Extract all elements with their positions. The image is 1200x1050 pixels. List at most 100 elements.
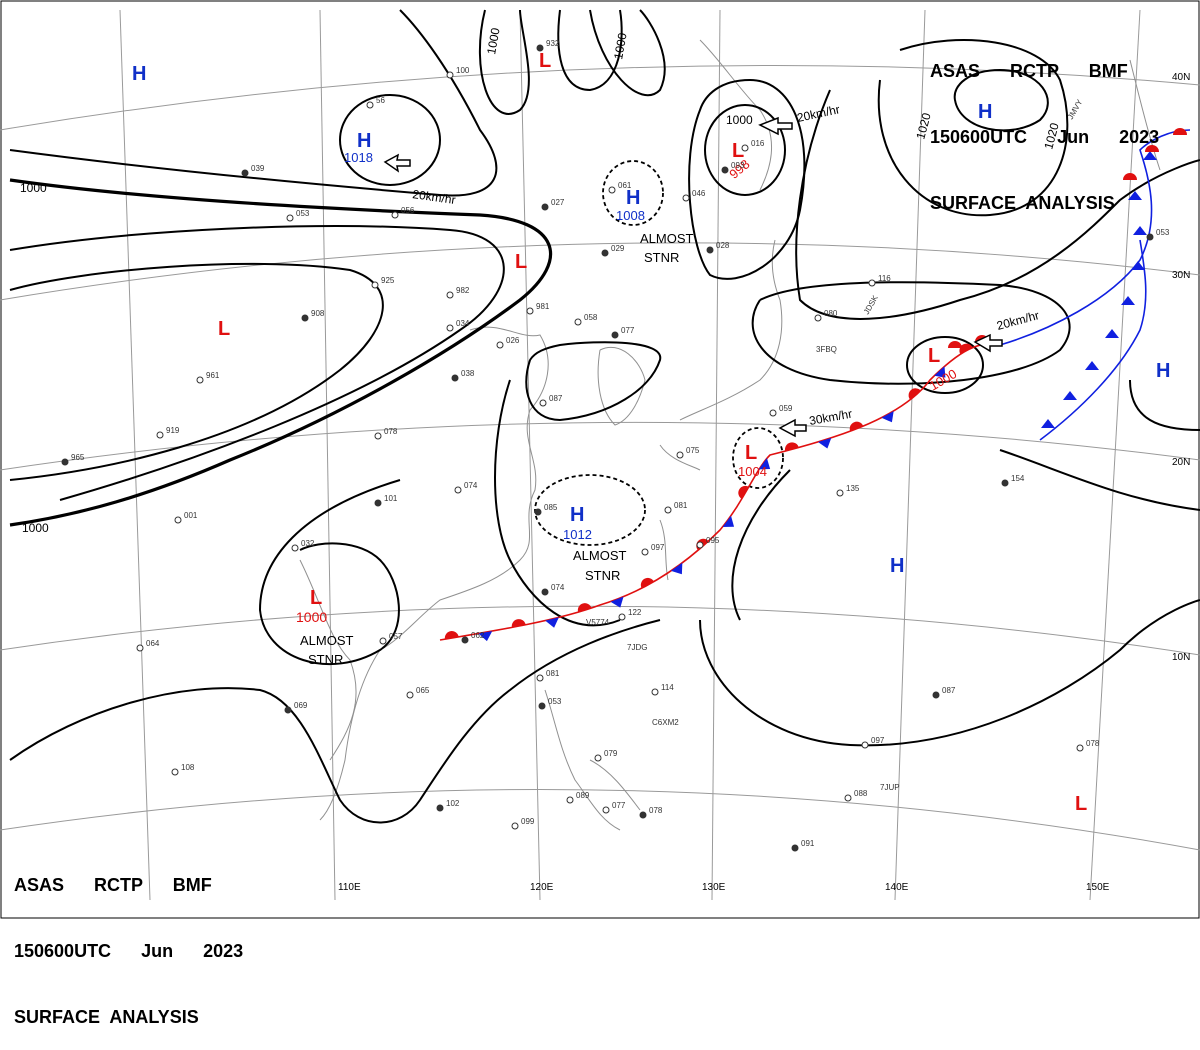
dashed-ring-1008 <box>602 160 664 226</box>
station-circle <box>932 691 940 699</box>
station-pressure: 154 <box>1011 474 1025 483</box>
station-plot: 101 <box>374 494 398 507</box>
isobar-korea <box>525 341 662 422</box>
station-plot: 077 <box>611 326 635 339</box>
station-plot: 080 <box>814 309 838 322</box>
kamchatka-coast <box>1129 59 1161 171</box>
station-pressure: 078 <box>649 806 663 815</box>
station-circle <box>541 203 549 211</box>
annotation-text: STNR <box>308 652 343 667</box>
station-circle <box>436 804 444 812</box>
station-circle <box>721 166 729 174</box>
station-pressure: 027 <box>551 198 565 207</box>
station-pressure: 074 <box>551 583 565 592</box>
station-circle <box>602 806 610 814</box>
low-center: L <box>732 140 744 162</box>
warm-front-symbol <box>511 619 526 628</box>
annotation-text: ALMOST <box>640 231 694 246</box>
station-pressure: 116 <box>878 274 891 283</box>
station-pressure: 064 <box>146 639 160 648</box>
cold-front-symbol <box>545 617 559 628</box>
meridian-120 <box>519 9 541 901</box>
isobar-label: 1020 <box>913 111 934 141</box>
station-circle <box>641 548 649 556</box>
isobar-label: 1020 <box>1041 121 1062 151</box>
station-pressure: 039 <box>251 164 265 173</box>
station-pressure: 053 <box>296 209 310 218</box>
station-pressure: 093 <box>731 161 745 170</box>
station-plot: 027 <box>541 198 565 211</box>
cold-front-symbol <box>1133 226 1147 235</box>
station-id: V5774 <box>586 618 610 627</box>
station-plot: 053 <box>286 209 310 222</box>
station-circle <box>446 324 454 332</box>
station-pressure: 102 <box>446 799 460 808</box>
station-plot: 982 <box>446 286 470 299</box>
header-line: 150600UTC Jun 2023 <box>930 127 1160 147</box>
station-circle <box>371 281 379 289</box>
station-plot: 077 <box>602 801 626 814</box>
cold-front-symbol <box>722 515 735 527</box>
low-center: L <box>745 442 757 464</box>
station-plot: 032 <box>291 539 315 552</box>
cold-front-symbol <box>817 437 832 449</box>
isobar-1020-high <box>877 39 1069 217</box>
station-circle <box>284 706 292 714</box>
station-plot: 089 <box>566 791 590 804</box>
arrow-low-1004 <box>778 418 807 438</box>
station-plot: 093 <box>721 161 745 174</box>
station-pressure: 077 <box>621 326 635 335</box>
cold-front-symbol <box>1128 191 1142 200</box>
station-circle <box>534 508 542 516</box>
cold-front-symbol <box>1131 261 1145 270</box>
isobar-label: 1000 <box>484 26 502 55</box>
parallel-40 <box>0 65 1200 131</box>
station-plot: 56 <box>366 96 385 109</box>
station-circle <box>1146 233 1154 241</box>
cold-front-symbol <box>610 596 624 608</box>
station-circle <box>861 741 869 749</box>
isobar-west-2 <box>9 225 505 501</box>
station-plot: 081 <box>664 501 688 514</box>
parallel-0 <box>0 789 1200 851</box>
annotations: ALMOST STNR ALMOST STNR ALMOST STNR <box>300 231 694 667</box>
station-plot: 085 <box>534 503 558 516</box>
cold-front-east <box>1039 239 1147 441</box>
station-pressure: 091 <box>801 839 815 848</box>
warm-front-symbol <box>640 577 654 589</box>
station-circle <box>196 376 204 384</box>
isobar-pacific-2 <box>731 449 1200 621</box>
station-pressure: 097 <box>871 736 885 745</box>
station-pressure: 075 <box>686 446 700 455</box>
lat-label: 30N <box>1172 270 1190 281</box>
station-pressure: 088 <box>854 789 868 798</box>
station-pressure: 095 <box>706 536 720 545</box>
isobar-1000-main <box>9 178 553 527</box>
station-circle <box>741 144 749 152</box>
warm-front-symbol <box>1173 128 1187 135</box>
high-center: H <box>978 101 992 123</box>
low-value: 1000 <box>296 609 327 625</box>
indochina-coast <box>299 559 357 761</box>
isobar-label: 1000 <box>726 113 753 127</box>
station-plot: 981 <box>526 302 550 315</box>
front-symbol-shape <box>478 631 493 642</box>
annotation-text: STNR <box>585 568 620 583</box>
station-pressure: 908 <box>311 309 325 318</box>
front-symbol-shape <box>610 596 624 608</box>
station-pressure: 046 <box>692 189 706 198</box>
annotation-text: STNR <box>644 250 679 265</box>
station-pressure: 099 <box>521 817 535 826</box>
station-plot: 061 <box>608 181 632 194</box>
station-circle <box>608 186 616 194</box>
coastlines <box>299 39 1161 831</box>
philippines-coast <box>544 689 641 831</box>
low-center: L <box>928 345 940 367</box>
station-plot: 065 <box>406 686 430 699</box>
station-plot: 097 <box>861 736 885 749</box>
station-plot: 932 <box>536 39 560 52</box>
station-pressure: 925 <box>381 276 395 285</box>
station-circle <box>706 246 714 254</box>
meridian-140 <box>894 9 926 901</box>
station-plot: 079 <box>594 749 618 762</box>
